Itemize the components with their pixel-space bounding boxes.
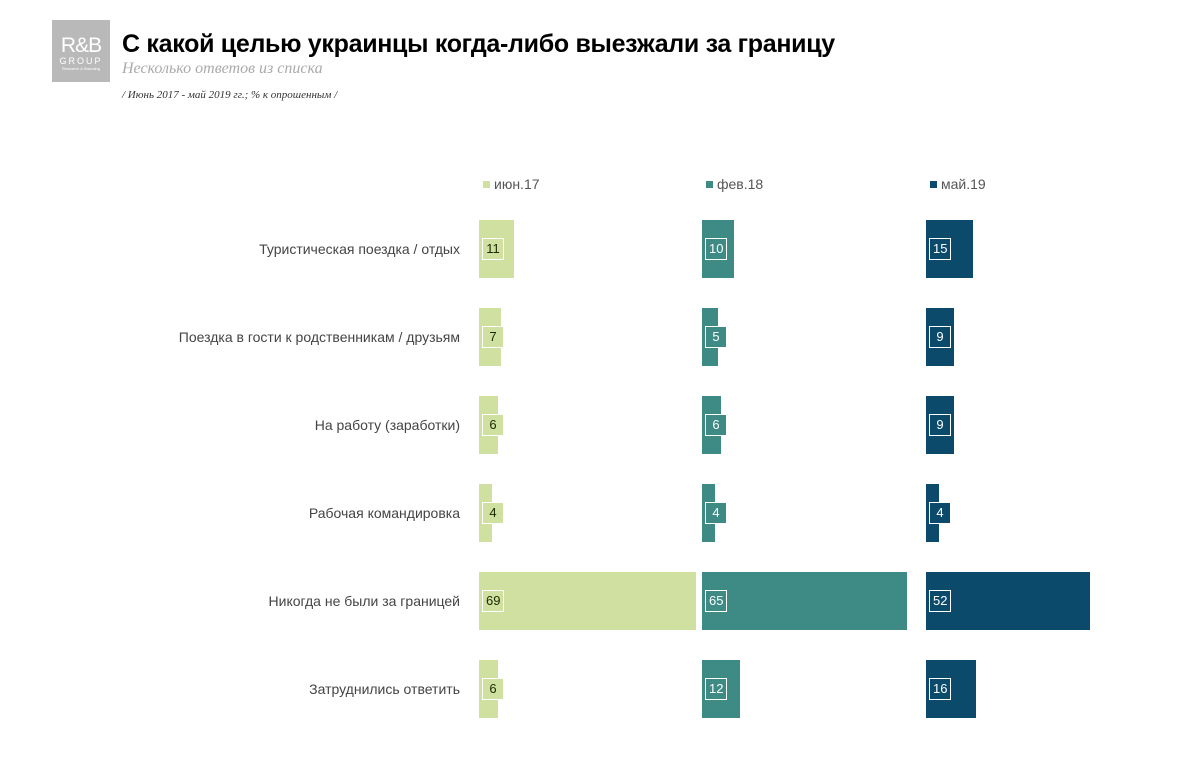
legend-item: июн.17 — [483, 176, 540, 192]
legend-item: май.19 — [930, 176, 986, 192]
legend-swatch — [930, 180, 937, 188]
logo: R&B GROUP Research & Branding — [52, 20, 110, 82]
category-label: На работу (заработки) — [314, 417, 460, 433]
data-label: 6 — [482, 414, 504, 436]
data-label: 4 — [482, 502, 504, 524]
data-label: 11 — [482, 238, 504, 260]
logo-text: Research & Branding — [61, 66, 101, 71]
data-label: 9 — [929, 414, 951, 436]
bar — [702, 572, 907, 630]
logo-text: GROUP — [59, 56, 103, 66]
data-label: 4 — [705, 502, 727, 524]
legend-item: фев.18 — [706, 176, 763, 192]
logo-text: R&B — [60, 34, 102, 57]
data-label: 65 — [705, 590, 728, 612]
data-label: 7 — [482, 326, 504, 348]
category-label: Рабочая командировка — [308, 505, 460, 521]
category-label: Никогда не были за границей — [268, 593, 460, 609]
data-label: 52 — [929, 590, 952, 612]
bar — [926, 572, 1090, 630]
data-label: 5 — [705, 326, 727, 348]
legend-label: июн.17 — [494, 176, 540, 192]
chart-note: / Июнь 2017 - май 2019 гг.; % к опрошенн… — [122, 89, 338, 101]
legend-label: май.19 — [941, 176, 986, 192]
data-label: 10 — [705, 238, 728, 260]
data-label: 9 — [929, 326, 951, 348]
data-label: 15 — [929, 238, 952, 260]
data-label: 6 — [482, 678, 504, 700]
legend-swatch — [483, 180, 490, 188]
data-label: 69 — [482, 590, 505, 612]
data-label: 6 — [705, 414, 727, 436]
category-label: Затруднились ответить — [309, 681, 460, 697]
legend-label: фев.18 — [717, 176, 764, 192]
chart-title: С какой целью украинцы когда-либо выезжа… — [122, 30, 835, 58]
data-label: 4 — [929, 502, 951, 524]
data-label: 12 — [705, 678, 728, 700]
category-label: Туристическая поездка / отдых — [259, 241, 460, 257]
legend-swatch — [706, 180, 713, 188]
chart-subtitle: Несколько ответов из списка — [122, 60, 323, 77]
bar — [479, 572, 697, 630]
category-label: Поездка в гости к родственникам / друзья… — [178, 329, 460, 345]
data-label: 16 — [929, 678, 952, 700]
